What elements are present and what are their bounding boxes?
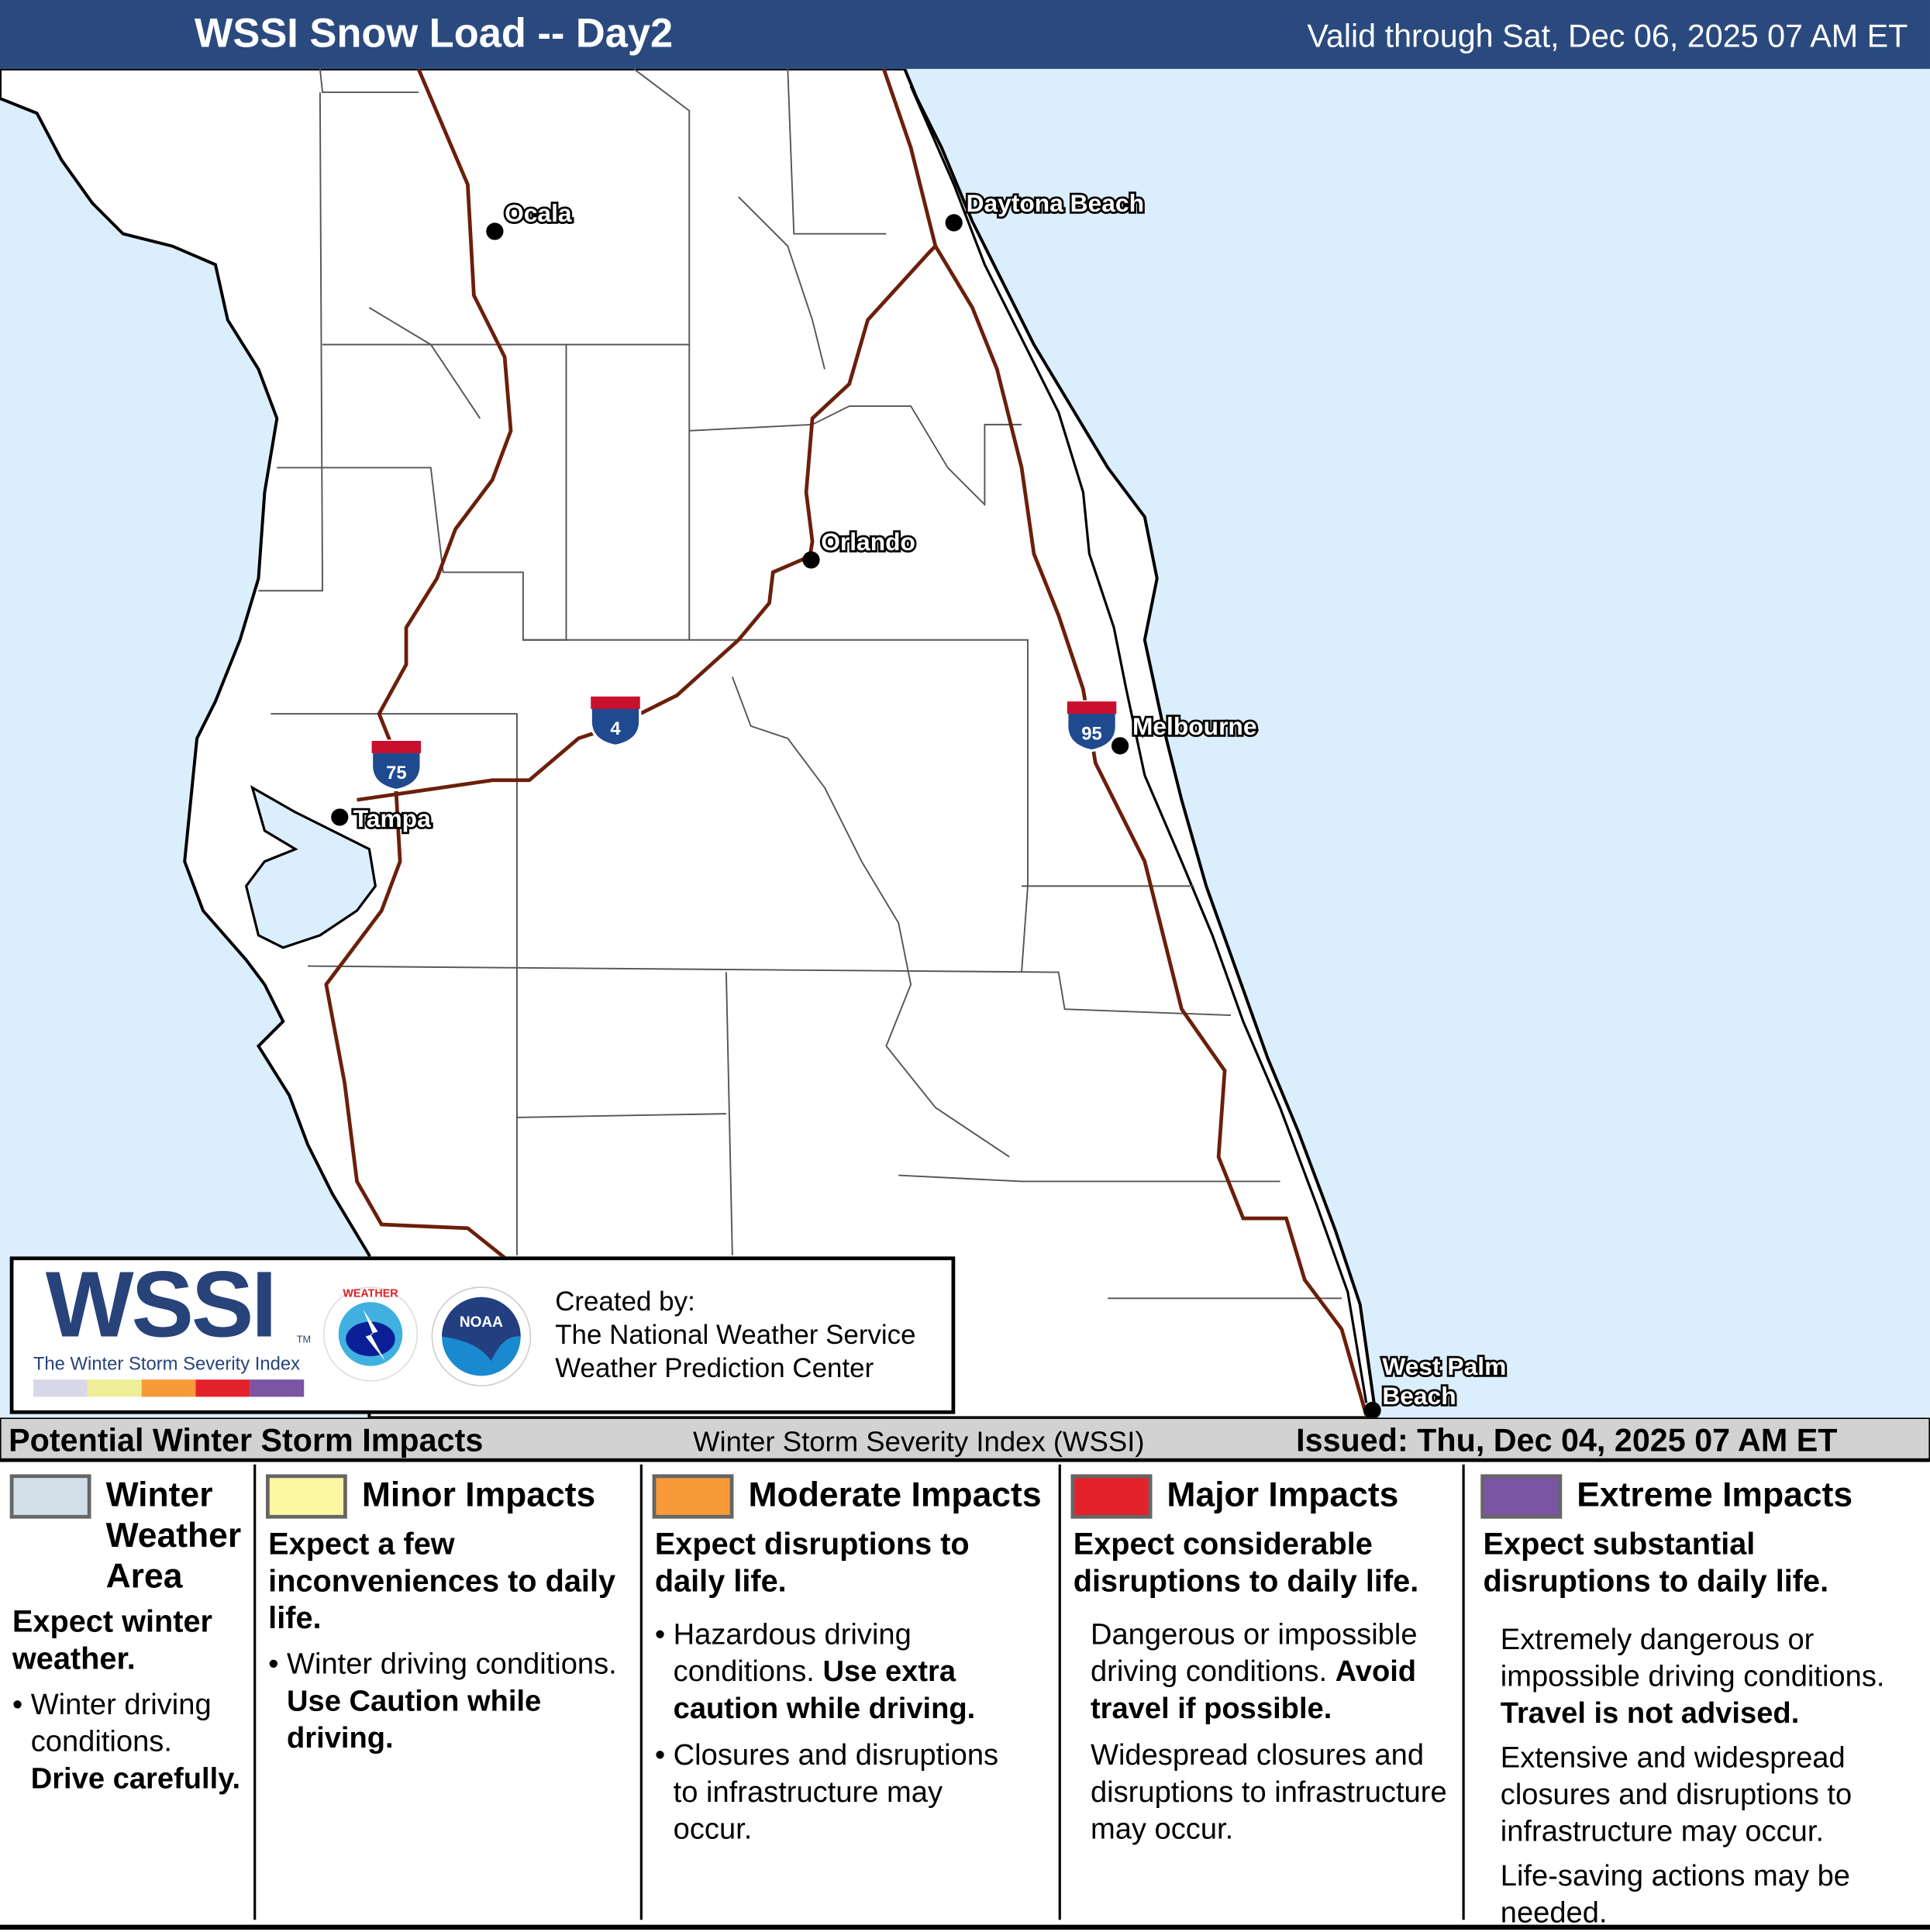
city-dot (331, 808, 349, 826)
i-95-route (881, 68, 1368, 1416)
legend-bullet: Hazardous driving conditions. (673, 1618, 912, 1689)
legend-moderate-impacts: Moderate Impacts Expect disruptions to d… (652, 1465, 1056, 1920)
city-label-daytona-beach: Daytona Beach (967, 189, 1144, 217)
legend-bullet-bold: Drive carefully. (30, 1762, 241, 1796)
legend-text: Widespread closures and disruptions to i… (1090, 1738, 1447, 1846)
legend-text: Extremely dangerous or impossible drivin… (1500, 1623, 1885, 1694)
legend-bullet: Winter driving conditions. (30, 1688, 212, 1759)
legend-text: Extensive and widespread closures and di… (1500, 1741, 1852, 1849)
legend-lead: Expect substantial disruptions to daily … (1483, 1527, 1829, 1599)
legend-header: Potential Winter Storm Impacts Winter St… (0, 1417, 1930, 1462)
credits-text: Created by: The National Weather Service… (555, 1285, 915, 1385)
legend-category-name: Winter Weather Area (105, 1476, 242, 1596)
cities: Ocala Daytona Beach Orlando Melbourne Ta… (331, 187, 1508, 1418)
i-75-route (324, 68, 519, 1269)
legend-extreme-impacts: Extreme Impacts Expect substantial disru… (1480, 1465, 1926, 1930)
city-dot (486, 222, 504, 240)
noaa-logo: NOAA (431, 1286, 532, 1386)
legend-swatch (652, 1474, 734, 1519)
legend-lead: Expect winter weather. (12, 1604, 213, 1676)
interstate-shields: 75 4 95 (370, 695, 1118, 792)
legend-title: Potential Winter Storm Impacts (9, 1421, 484, 1458)
shield-number: 75 (386, 763, 407, 783)
city-dot (802, 551, 820, 569)
legend-lead: Expect a few inconveniences to daily lif… (268, 1527, 616, 1636)
city-dot (1111, 737, 1129, 755)
shield-number: 95 (1081, 723, 1102, 744)
divider (1462, 1464, 1465, 1920)
nws-logo: WEATHER (322, 1286, 419, 1382)
city-label-beach: Beach (1382, 1382, 1456, 1410)
legend-category-name: Moderate Impacts (748, 1476, 1042, 1514)
city-dot (1363, 1401, 1381, 1418)
shield-number: 4 (610, 718, 621, 739)
scale-swatch (87, 1379, 142, 1397)
legend-winter-weather-area: Winter Weather Area Expect winter weathe… (9, 1465, 253, 1920)
legend-swatch (1480, 1474, 1563, 1519)
city-label-melbourne: Melbourne (1132, 712, 1257, 740)
legend-major-impacts: Major Impacts Expect considerable disrup… (1070, 1465, 1460, 1920)
legend-swatch (9, 1474, 91, 1519)
city-dot (945, 214, 963, 232)
i-95-shield: 95 (1066, 700, 1118, 752)
highways (324, 68, 1368, 1416)
wssi-subtitle: The Winter Storm Severity Index (33, 1353, 301, 1375)
legend-bullet: Closures and disruptions to infrastructu… (655, 1737, 1024, 1848)
noaa-logo-text: NOAA (460, 1314, 503, 1331)
legend-bullet: Winter driving conditions. (287, 1648, 617, 1682)
divider (1058, 1464, 1061, 1920)
wssi-color-scale (33, 1379, 305, 1397)
city-label-ocala: Ocala (505, 199, 572, 227)
scale-swatch (33, 1379, 88, 1397)
legend-lead: Expect considerable disruptions to daily… (1073, 1527, 1419, 1599)
header-bar: WSSI Snow Load -- Day2 Valid through Sat… (0, 0, 1930, 69)
created-by-label: Created by: (555, 1286, 695, 1317)
i-75-shield: 75 (370, 739, 422, 792)
scale-swatch (141, 1379, 196, 1397)
legend-text-bold: Avoid travel if possible. (1090, 1655, 1417, 1726)
divider (253, 1464, 257, 1920)
indian-river-lagoon (909, 85, 1368, 1403)
trademark: TM (296, 1334, 312, 1345)
legend-text-bold: Travel is not advised. (1500, 1696, 1800, 1731)
i-4-route (357, 244, 937, 802)
legend-text: Dangerous or impossible driving conditio… (1090, 1618, 1418, 1689)
county-lines (258, 68, 1342, 1300)
map: 75 4 95 Ocala Daytona Beach Orlando Melb… (0, 68, 1930, 1418)
i-4-shield: 4 (589, 695, 642, 747)
legend-index-name: Winter Storm Severity Index (WSSI) (693, 1424, 1145, 1458)
legend-bullet-bold: Use extra caution while driving. (673, 1655, 976, 1726)
org-nws: The National Weather Service (555, 1319, 916, 1351)
scale-swatch (250, 1379, 305, 1397)
legend-bullet-bold: Use Caution while driving. (287, 1684, 542, 1755)
credits-box: WSSI TM The Winter Storm Severity Index … (9, 1252, 956, 1414)
legend-swatch (266, 1474, 347, 1519)
legend-category-name: Minor Impacts (361, 1476, 596, 1514)
org-wpc: Weather Prediction Center (555, 1352, 874, 1383)
legend-category-name: Extreme Impacts (1577, 1476, 1853, 1514)
wssi-logo: WSSI (45, 1252, 277, 1358)
valid-through: Valid through Sat, Dec 06, 2025 07 AM ET (1307, 17, 1908, 54)
city-label-orlando: Orlando (821, 528, 915, 556)
legend-swatch (1070, 1474, 1153, 1519)
legend-text: Life-saving actions may be needed. (1500, 1859, 1851, 1930)
page-title: WSSI Snow Load -- Day2 (194, 9, 674, 56)
legend-category-name: Major Impacts (1167, 1476, 1399, 1514)
issued-time: Issued: Thu, Dec 04, 2025 07 AM ET (1296, 1421, 1838, 1458)
bottom-border (0, 1924, 1930, 1930)
legend-lead: Expect disruptions to daily life. (654, 1527, 970, 1599)
tampa-bay (244, 785, 377, 949)
scale-swatch (195, 1379, 250, 1397)
divider (639, 1464, 643, 1920)
nws-logo-text: WEATHER (343, 1288, 398, 1300)
city-label-tampa: Tampa (353, 804, 431, 832)
city-label-west-palm: West Palm (1382, 1352, 1506, 1380)
legend-minor-impacts: Minor Impacts Expect a few inconvenience… (266, 1465, 638, 1920)
